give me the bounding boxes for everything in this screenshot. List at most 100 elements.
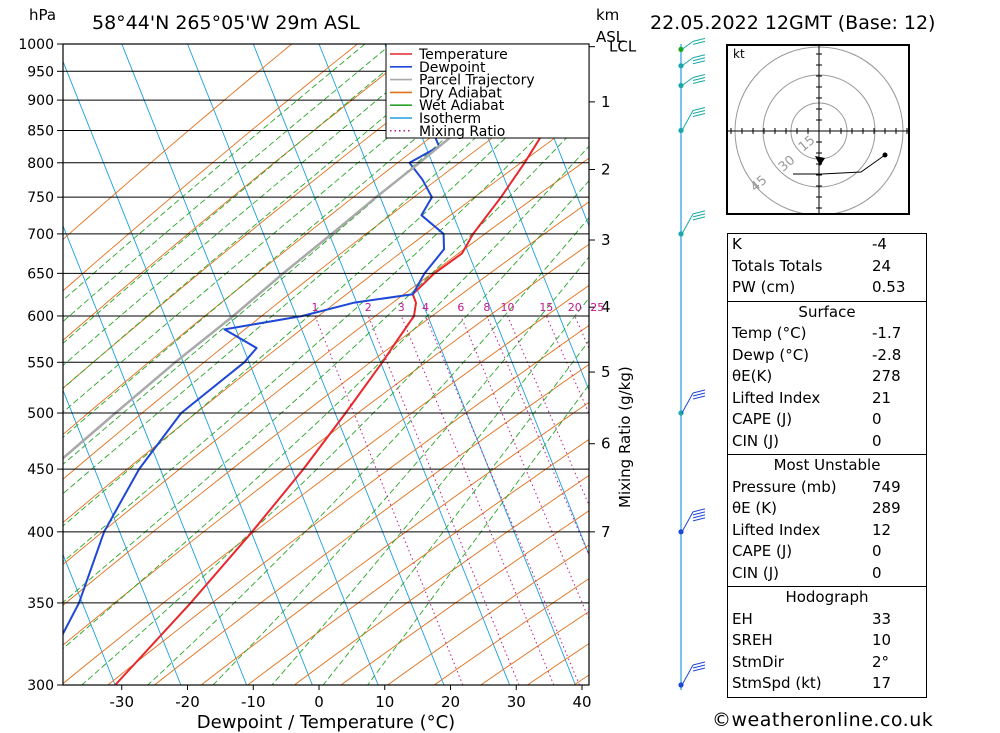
wind-barb xyxy=(681,37,706,50)
wind-barb xyxy=(681,107,706,131)
legend-label: Parcel Trajectory xyxy=(419,73,535,89)
wind-barb-feather xyxy=(692,113,706,118)
index-row: θE(K) 278 xyxy=(728,366,926,388)
mixing-ratio-tick-label: 4 xyxy=(422,301,429,314)
isotherm-line xyxy=(384,44,589,556)
wet-adiabat-line xyxy=(212,256,589,685)
wet-adiabat-line xyxy=(81,180,589,685)
dry-adiabat-line xyxy=(247,438,589,685)
mixing-ratio-tick-label: 2 xyxy=(365,301,372,314)
index-label: Lifted Index xyxy=(732,520,821,539)
index-row: K -4 xyxy=(728,234,926,256)
legend-label: Wet Adiabat xyxy=(419,98,505,114)
index-row: StmSpd (kt) 17 xyxy=(728,673,926,695)
y-tick-label: 700 xyxy=(27,227,54,243)
mixing-ratio-tick-label: 8 xyxy=(483,301,490,314)
axis-labels: 3003504004505005506006507007508008509009… xyxy=(18,37,636,711)
surface-title: Surface xyxy=(798,302,856,321)
mixing-ratio-tick-label: 1 xyxy=(312,301,319,314)
dry-adiabat-line xyxy=(63,157,589,566)
km-tick-label: LCL xyxy=(609,38,637,56)
x-tick-label: 40 xyxy=(572,693,591,711)
isobars xyxy=(57,43,589,686)
wind-barb-feather xyxy=(692,517,706,522)
dry-adiabat-line xyxy=(63,112,589,524)
legend-label: Dry Adiabat xyxy=(419,85,502,101)
index-value: 749 xyxy=(872,477,901,496)
wet-adiabat-line xyxy=(271,297,589,685)
index-label: SREH xyxy=(732,631,773,649)
wet-adiabat-line xyxy=(63,44,392,323)
wind-barb-feather xyxy=(692,216,706,221)
index-value: 12 xyxy=(872,520,892,539)
hodograph-trace xyxy=(793,154,886,175)
surface-box: Surface Temp (°C) -1.7 Dewp (°C) -2.8 θE(K… xyxy=(727,300,927,454)
y-tick-label: 1000 xyxy=(18,37,54,53)
mixing-ratio-line xyxy=(460,315,589,621)
index-row: CAPE (J) 0 xyxy=(728,541,926,563)
dry-adiabat-line xyxy=(63,201,589,606)
index-label: StmSpd (kt) xyxy=(732,674,822,692)
wind-barb-shaft xyxy=(681,110,694,131)
dry-adiabat-line xyxy=(63,284,589,685)
y-tick-label: 500 xyxy=(27,406,54,422)
asl-label: ASL xyxy=(596,28,625,46)
isotherm-line xyxy=(450,44,589,392)
dry-adiabat-line xyxy=(63,44,292,241)
dry-adiabat-line xyxy=(200,401,589,685)
index-value: 289 xyxy=(872,499,901,517)
mixing-ratio-tick-label: 10 xyxy=(501,301,515,314)
wind-barb-shaft xyxy=(681,664,694,686)
y-tick-label: 650 xyxy=(27,266,54,282)
index-value: 17 xyxy=(872,674,892,692)
wet-adiabat-line xyxy=(63,44,497,413)
km-tick-label: 5 xyxy=(601,363,611,381)
wind-barb-feather xyxy=(692,110,706,115)
y-tick-label: 350 xyxy=(27,596,54,612)
isotherm-line xyxy=(187,44,445,685)
index-label: CIN (J) xyxy=(732,431,780,450)
km-tick-label: 7 xyxy=(601,523,611,541)
y-tick-label: 450 xyxy=(27,462,54,478)
legend-label: Isotherm xyxy=(419,111,481,127)
index-label: Dewp (°C) xyxy=(732,345,810,364)
wind-barb-feather xyxy=(692,57,706,62)
index-value: 24 xyxy=(872,256,892,275)
wet-adiabat-line xyxy=(63,44,366,301)
dry-adiabat-line xyxy=(154,363,589,685)
x-tick-label: -30 xyxy=(110,693,135,711)
km-tick-label: 4 xyxy=(601,298,611,316)
x-tick-label: -10 xyxy=(241,693,266,711)
wind-barb-shaft xyxy=(681,57,694,67)
y-tick-label: 900 xyxy=(27,93,54,109)
index-label: EH xyxy=(732,609,753,628)
wind-barb-feather xyxy=(692,40,706,45)
indices-table: K -4 Totals Totals 24 PW (cm) 0.53 Surface … xyxy=(727,233,927,698)
hodograph-box: Hodograph EH 33 SREH 10 StmDir 2° StmSpd (k… xyxy=(727,586,927,698)
temperature-line xyxy=(114,44,581,685)
y-tick-label: 750 xyxy=(27,190,54,206)
km-tick-label: 2 xyxy=(601,160,611,178)
mixing-ratio-labels: 1 2 3 4 6 8 10 15 20 25 xyxy=(312,301,605,314)
wind-barb-feather xyxy=(692,80,706,84)
km-tick-label: 3 xyxy=(601,231,611,249)
index-value: 10 xyxy=(872,631,892,649)
km-tick-label: 1 xyxy=(601,93,611,111)
wet-adiabat-line xyxy=(63,145,589,650)
index-row: Lifted Index 21 xyxy=(728,388,926,410)
wind-barb-feather xyxy=(692,664,706,669)
index-value: 0 xyxy=(872,410,882,428)
index-row: EH 33 xyxy=(728,609,926,631)
index-label: StmDir xyxy=(732,652,784,671)
mixing-ratio-line xyxy=(367,315,520,685)
wind-barb-feather xyxy=(692,392,706,397)
wind-level-dot xyxy=(678,82,684,89)
y-tick-label: 550 xyxy=(27,355,54,371)
location-title: 58°44'N 265°05'W 29m ASL xyxy=(92,12,360,34)
index-value: -2.8 xyxy=(872,345,902,364)
index-row: Dewp (°C) -2.8 xyxy=(728,345,926,367)
index-row: Totals Totals 24 xyxy=(728,256,926,278)
x-tick-label: 10 xyxy=(375,693,394,711)
hodograph-unit: kt xyxy=(733,47,745,61)
index-label: CIN (J) xyxy=(732,563,780,582)
